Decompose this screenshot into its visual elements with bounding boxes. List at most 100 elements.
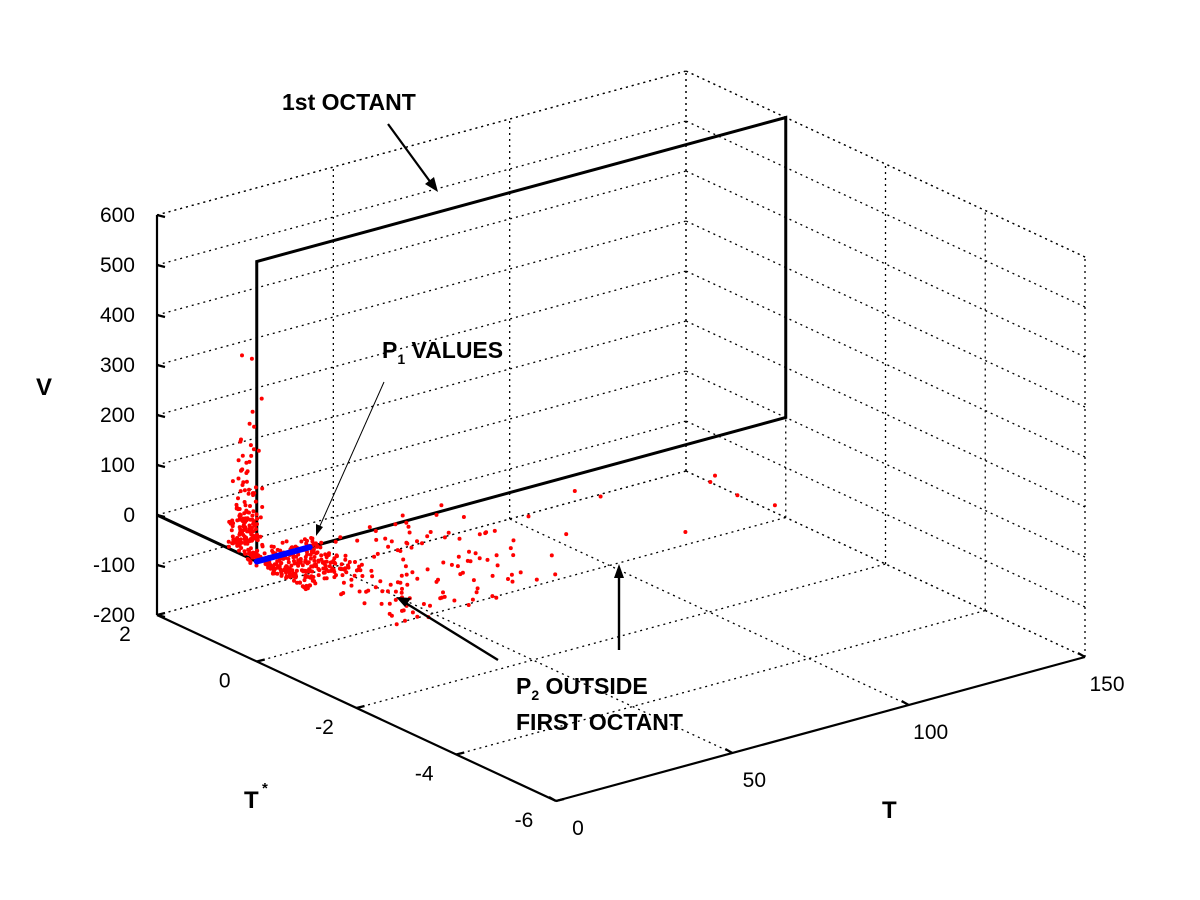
scatter-point bbox=[248, 559, 253, 564]
scatter-point bbox=[292, 578, 296, 583]
scatter-point bbox=[230, 524, 235, 529]
octant-box bbox=[156, 115, 788, 564]
scatter-point bbox=[235, 536, 240, 540]
y-tick-label: -4 bbox=[415, 763, 434, 786]
scatter-point bbox=[466, 603, 471, 607]
scatter-point bbox=[242, 534, 247, 539]
scatter-point bbox=[250, 513, 255, 518]
z-tick-label: 500 bbox=[100, 254, 135, 277]
scatter-point bbox=[284, 564, 289, 569]
scatter-point bbox=[248, 443, 253, 448]
scatter-point bbox=[246, 491, 251, 496]
grid-line bbox=[156, 70, 687, 216]
scatter-point bbox=[304, 541, 309, 546]
scatter-point bbox=[333, 561, 338, 566]
scatter-point bbox=[473, 551, 478, 556]
scatter-point bbox=[237, 532, 242, 537]
scatter-point bbox=[251, 509, 256, 514]
scatter-point bbox=[231, 537, 236, 542]
scatter-point bbox=[256, 553, 261, 558]
scatter-point bbox=[360, 574, 365, 578]
axes-layer bbox=[155, 213, 1086, 803]
y-tick-label: -6 bbox=[515, 809, 534, 832]
scatter-point bbox=[262, 551, 267, 556]
x-axis-label: T bbox=[882, 797, 897, 824]
scatter-point bbox=[313, 562, 318, 567]
scatter-point bbox=[240, 483, 245, 487]
scatter-point bbox=[286, 560, 291, 565]
scatter-point bbox=[237, 543, 242, 548]
scatter-point bbox=[449, 562, 454, 567]
scatter-point bbox=[344, 570, 349, 575]
scatter-point bbox=[410, 610, 415, 615]
scatter-point bbox=[284, 574, 289, 579]
scatter-point bbox=[323, 564, 328, 568]
scatter-point bbox=[406, 524, 411, 529]
grid-line bbox=[256, 516, 786, 663]
x-tick-label: 0 bbox=[572, 817, 584, 840]
scatter-point bbox=[227, 519, 232, 524]
scatter-point bbox=[251, 447, 256, 452]
scatter-point bbox=[438, 596, 443, 601]
scatter-point bbox=[312, 558, 317, 563]
scatter-point bbox=[457, 536, 462, 541]
scatter-point bbox=[270, 565, 275, 570]
scatter-point bbox=[475, 586, 480, 591]
scatter-point bbox=[346, 563, 350, 568]
scatter-point bbox=[349, 577, 354, 582]
scatter-point bbox=[231, 541, 235, 546]
scatter-point bbox=[400, 513, 405, 518]
scatter-point bbox=[237, 525, 242, 530]
scatter-point bbox=[380, 589, 385, 594]
z-tick-mark bbox=[156, 413, 166, 419]
scatter-point bbox=[234, 502, 239, 507]
grid-line bbox=[685, 420, 1086, 608]
scatter-point bbox=[248, 537, 253, 541]
y-tick-label: 2 bbox=[119, 623, 131, 646]
scatter-point bbox=[284, 570, 288, 575]
scatter-point bbox=[375, 551, 380, 556]
scatter-point bbox=[492, 528, 497, 533]
grid-line bbox=[156, 70, 687, 216]
scatter-point bbox=[310, 536, 315, 541]
scatter-point bbox=[388, 582, 393, 587]
scatter-point bbox=[255, 534, 260, 539]
scatter-point bbox=[367, 525, 372, 530]
y-axis-label: T bbox=[244, 787, 259, 814]
scatter-point bbox=[247, 459, 252, 464]
scatter-point bbox=[290, 568, 295, 573]
scatter-point bbox=[243, 520, 248, 524]
scatter-point bbox=[572, 489, 577, 493]
scatter-point bbox=[713, 473, 717, 478]
scatter-point bbox=[236, 458, 241, 463]
scatter-point bbox=[511, 553, 516, 558]
annotation-p2-arrow-left bbox=[403, 600, 499, 662]
tick-labels: 050100150-6-4-202-200-100010020030040050… bbox=[93, 204, 1125, 840]
scatter-point bbox=[564, 532, 569, 537]
scatter-point bbox=[242, 500, 247, 504]
scatter-point bbox=[249, 532, 254, 537]
scatter-point bbox=[549, 553, 554, 558]
scatter-point bbox=[409, 545, 414, 550]
arrowhead-icon bbox=[614, 564, 624, 578]
scatter-point bbox=[241, 528, 246, 533]
scatter-point bbox=[394, 622, 399, 627]
scatter-point bbox=[495, 563, 500, 568]
scatter-point bbox=[237, 548, 241, 553]
scatter-point bbox=[252, 424, 257, 429]
scatter-point bbox=[364, 589, 369, 594]
scatter-point bbox=[379, 601, 384, 606]
scatter-point bbox=[421, 602, 426, 606]
scatter-point bbox=[310, 539, 315, 544]
scatter-point bbox=[250, 554, 255, 559]
scatter-point bbox=[369, 568, 374, 573]
p1-values-segment bbox=[253, 544, 313, 565]
scatter-point bbox=[243, 551, 248, 556]
scatter-point bbox=[239, 468, 243, 473]
scatter-point bbox=[439, 503, 444, 508]
x-tick-label: 50 bbox=[743, 769, 766, 792]
scatter-point bbox=[238, 512, 243, 517]
grid-line bbox=[156, 220, 687, 366]
scatter-point bbox=[247, 487, 251, 492]
scatter-point bbox=[374, 537, 379, 542]
